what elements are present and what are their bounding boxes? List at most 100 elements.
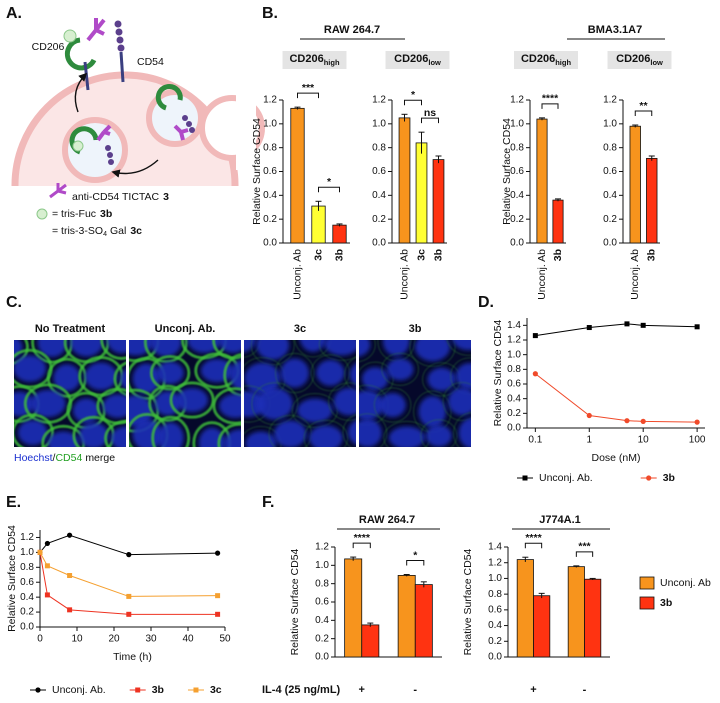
y-tick-label: 1.0 xyxy=(20,547,34,558)
y-tick-label: 1.0 xyxy=(510,118,524,129)
y-tick-label: 0.6 xyxy=(372,166,386,177)
nucleus xyxy=(388,426,425,447)
y-tick-label: 0.0 xyxy=(263,238,277,249)
bar xyxy=(397,575,416,658)
legend-marker xyxy=(193,687,199,693)
nucleus xyxy=(53,364,81,392)
y-tick-label: 0.2 xyxy=(372,214,386,225)
nucleus xyxy=(70,340,103,357)
y-tick-label: 0.6 xyxy=(315,597,329,608)
nucleus xyxy=(47,431,79,447)
y-tick-label: 0.2 xyxy=(20,607,34,618)
legend-subscript: 4 xyxy=(103,231,107,238)
legend-swatch xyxy=(639,576,655,590)
subtitle-sub: high xyxy=(555,58,571,67)
point xyxy=(67,532,73,538)
nucleus xyxy=(448,387,471,416)
y-tick-label: 0.8 xyxy=(603,142,617,153)
nucleus xyxy=(273,420,307,447)
y-tick-label: 1.2 xyxy=(315,542,329,553)
caption-suffix: merge xyxy=(85,452,115,464)
bar xyxy=(414,584,433,658)
significance-bracket xyxy=(352,542,371,549)
legend-label: Unconj. Ab. xyxy=(539,472,593,484)
bar xyxy=(646,157,658,244)
legend-text-part: = tris-3-SO xyxy=(52,225,103,237)
x-tick-label: 0 xyxy=(37,634,43,645)
nucleus xyxy=(14,391,34,417)
significance-bracket xyxy=(524,542,543,549)
x-tick-label: 3c xyxy=(415,249,427,261)
nucleus xyxy=(386,358,414,381)
membrane xyxy=(217,422,241,447)
point xyxy=(126,593,132,599)
bar xyxy=(533,595,551,658)
y-tick-label: 0.2 xyxy=(263,214,277,225)
y-tick-label: 1.2 xyxy=(510,95,524,106)
y-tick-label: 1.0 xyxy=(488,573,502,584)
y-tick-label: 1.0 xyxy=(603,118,617,129)
nucleus xyxy=(84,362,118,391)
y-axis-label: Relative Surface CD54 xyxy=(492,319,504,426)
nucleus xyxy=(218,340,241,354)
point xyxy=(586,412,592,419)
y-tick-label: 1.0 xyxy=(263,118,277,129)
nucleus xyxy=(425,424,452,447)
significance-label: **** xyxy=(542,93,559,105)
x-tick-label: Unconj. Ab xyxy=(629,249,641,300)
x-tick-label: 0.1 xyxy=(528,435,542,446)
y-tick-label: 0.4 xyxy=(603,190,617,201)
panel-label: E. xyxy=(6,494,21,511)
nucleus xyxy=(280,358,309,388)
nucleus xyxy=(427,367,456,392)
point xyxy=(640,418,646,424)
significance-label: *** xyxy=(578,541,591,553)
line xyxy=(39,552,218,615)
significance-label: **** xyxy=(525,532,542,544)
y-tick-label: 1.2 xyxy=(263,95,277,106)
membrane xyxy=(212,387,241,425)
y-tick-label: 0.2 xyxy=(510,214,524,225)
y-tick-label: 0.2 xyxy=(603,214,617,225)
point xyxy=(37,549,43,555)
y-tick-label: 0.2 xyxy=(507,408,521,419)
subtitle: CD206high xyxy=(289,53,339,67)
y-tick-label: 1.2 xyxy=(488,557,502,568)
nucleus xyxy=(382,340,410,357)
subtitle: CD206low xyxy=(394,53,441,67)
point xyxy=(67,573,73,579)
nucleus xyxy=(156,361,184,385)
significance-bracket xyxy=(421,117,439,124)
nucleus xyxy=(256,387,293,420)
significance-bracket xyxy=(404,99,422,106)
significance-label: * xyxy=(411,89,416,101)
significance-label: **** xyxy=(354,532,371,544)
membrane xyxy=(342,414,356,447)
nucleus xyxy=(17,419,48,446)
y-tick-label: 0.0 xyxy=(488,652,502,663)
line xyxy=(39,534,218,556)
y-tick-label: 0.6 xyxy=(507,379,521,390)
legend-marker xyxy=(35,687,41,693)
x-tick-label: 1 xyxy=(586,435,592,446)
nucleus xyxy=(359,418,382,447)
y-tick-label: 0.0 xyxy=(603,238,617,249)
nucleus xyxy=(309,425,343,447)
point xyxy=(624,418,630,424)
bar xyxy=(584,578,602,658)
y-tick-label: 0.4 xyxy=(263,190,277,201)
y-tick-label: 1.4 xyxy=(507,320,521,331)
micrograph xyxy=(14,340,126,447)
nucleus xyxy=(119,368,126,390)
image-title: Unconj. Ab. xyxy=(155,323,216,335)
membrane xyxy=(151,415,191,447)
membrane xyxy=(327,382,356,422)
x-tick-label: - xyxy=(413,684,417,696)
legend-bold: 3c xyxy=(130,225,142,237)
y-tick-label: 0.4 xyxy=(315,615,329,626)
significance-label: * xyxy=(413,549,418,561)
legend-text: anti-CD54 TICTAC 3 xyxy=(72,191,169,203)
membrane xyxy=(100,340,126,360)
membrane xyxy=(113,361,126,397)
membrane xyxy=(420,419,458,447)
